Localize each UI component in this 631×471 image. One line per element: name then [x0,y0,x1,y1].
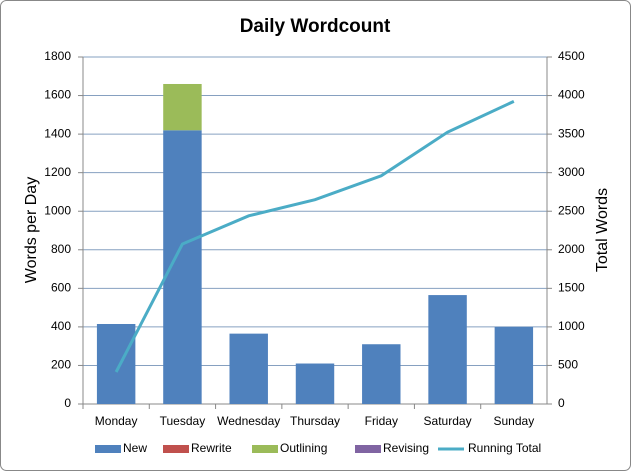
x-tick-label: Monday [95,414,138,428]
bar [494,326,534,404]
y2-tick-label: 2500 [558,203,585,217]
y-tick-label: 1600 [44,88,71,102]
legend-label: New [123,441,147,455]
x-tick-label: Friday [365,414,398,428]
y-tick-label: 1000 [44,203,71,217]
y-axis-title: Words per Day [23,177,40,283]
x-tick-label: Tuesday [160,414,206,428]
legend-label: Running Total [468,441,541,455]
y2-tick-label: 1500 [558,281,585,295]
line [114,99,515,373]
bar [428,295,467,404]
x-tick-label: Thursday [290,414,340,428]
chart-title: Daily Wordcount [240,16,391,37]
y2-tick-label: 4000 [558,88,585,102]
y2-tick-label: 4500 [558,49,585,63]
y2-tick-label: 0 [558,396,565,410]
legend-swatch [95,445,121,453]
x-tick-label: Sunday [494,414,535,428]
y-tick-label: 400 [51,319,71,333]
y-tick-label: 1400 [44,126,71,140]
bar [295,363,335,404]
y2-tick-label: 3500 [558,126,585,140]
bar [163,83,202,131]
y-tick-label: 1200 [44,165,71,179]
legend-label: Rewrite [191,441,232,455]
y-tick-label: 800 [51,242,71,256]
y-tick-label: 200 [51,358,71,372]
bar [229,333,268,404]
x-tick-label: Saturday [424,414,472,428]
legend-swatch [252,445,278,453]
legend-label: Revising [383,441,429,455]
y2-tick-label: 500 [558,358,578,372]
y2-axis-title: Total Words [594,188,611,272]
bar [96,323,136,404]
y2-tick-label: 1000 [558,319,585,333]
y-tick-label: 0 [64,396,71,410]
legend-label: Outlining [280,441,327,455]
y-tick-label: 1800 [44,49,71,63]
legend-swatch [163,445,189,453]
y-tick-label: 600 [51,281,71,295]
legend-swatch [355,445,381,453]
y2-tick-label: 3000 [558,165,585,179]
bar [362,344,401,404]
y2-tick-label: 2000 [558,242,585,256]
x-tick-label: Wednesday [217,414,280,428]
